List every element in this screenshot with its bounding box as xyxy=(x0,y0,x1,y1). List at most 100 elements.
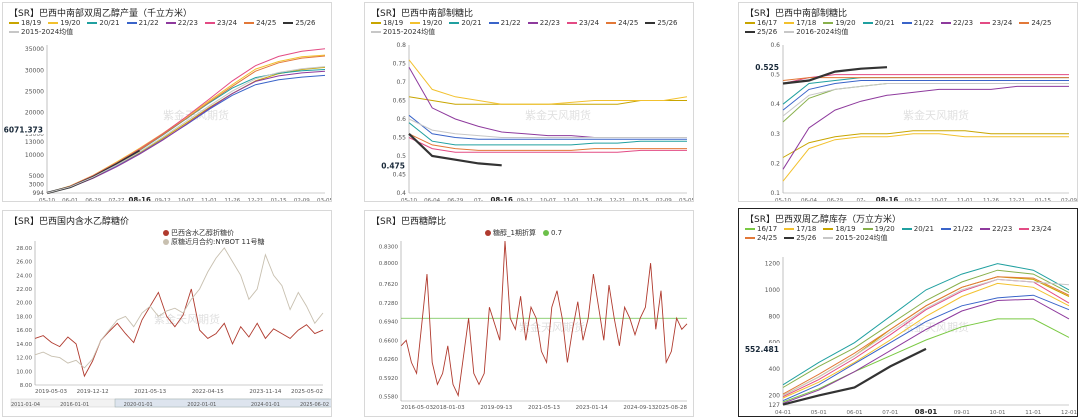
series-line xyxy=(782,74,1069,84)
annotation-box xyxy=(750,61,782,73)
legend-swatch xyxy=(165,22,176,24)
chart-title: 【SR】巴西中南部制糖比 xyxy=(745,9,847,19)
legend-label: 19/20 xyxy=(422,19,443,27)
legend-item: 20/21 xyxy=(449,19,482,28)
legend-swatch xyxy=(823,237,834,239)
navigator-window xyxy=(114,398,331,408)
legend-label: 20/21 xyxy=(461,19,482,27)
series-line xyxy=(782,298,1070,404)
x-tick-label: 06-04 xyxy=(424,198,440,202)
legend-label: 20/21 xyxy=(99,19,120,27)
series-line xyxy=(782,83,1069,117)
x-tick-label: 09-12 xyxy=(517,198,533,202)
x-tick-label: 06-04 xyxy=(801,198,817,202)
legend-label: 19/20 xyxy=(60,19,81,27)
legend-swatch xyxy=(940,22,951,24)
series-group xyxy=(782,66,1069,182)
series-line xyxy=(782,66,888,85)
y-tick-label: 0.4 xyxy=(770,101,780,108)
y-tick-label: 8.00 xyxy=(20,383,33,389)
legend-item: 24/25 xyxy=(745,234,777,243)
y-tick-label: 0.1 xyxy=(770,190,780,197)
series-line xyxy=(408,66,687,138)
x-tick-label: 01-15 xyxy=(1035,198,1051,202)
y-tick-label: 20.00 xyxy=(16,301,32,307)
legend-swatch xyxy=(488,22,499,24)
legend-swatch xyxy=(9,31,19,33)
legend-item: 19/20 xyxy=(410,19,442,28)
chart-legend: 16/17 17/18 19/20 20/21 21/22 22/23 23/24 24/25… xyxy=(745,19,1073,41)
chart-panel-ethanol-inventory: 【SR】巴西双周乙醇库存（万立方米） 16/17 17/18 18/19 19/20 2… xyxy=(738,208,1078,417)
y-tick-label: 0.5 xyxy=(396,153,406,160)
x-tick-label: 10-01 xyxy=(990,410,1006,416)
watermark: 紫金天风期货 xyxy=(154,312,220,326)
legend-item: 23/24 xyxy=(204,19,237,28)
series-line xyxy=(46,66,326,194)
legend-label: 21/22 xyxy=(913,19,934,27)
legend-item: 22/23 xyxy=(940,19,973,28)
legend-label: 24/25 xyxy=(1031,19,1052,27)
series-line xyxy=(782,80,1069,111)
x-tick-label: 06-29 xyxy=(447,198,463,202)
legend-item: 23/24 xyxy=(566,19,599,28)
chart-title: 【SR】巴西中南部双周乙醇产量（千立方米） xyxy=(9,9,192,19)
series-line xyxy=(782,85,1069,170)
legend-swatch xyxy=(606,22,617,24)
legend-swatch xyxy=(542,230,549,236)
current-value-annotation: 16071.373 xyxy=(3,123,46,135)
navigator-tick-label: 2020-01-01 xyxy=(124,402,153,408)
legend-item: 原糖近月合约:NYBOT 11号糖 xyxy=(163,238,264,247)
legend-item: 2015-2024均值 xyxy=(823,234,888,243)
legend-swatch xyxy=(449,22,460,24)
series-group xyxy=(782,263,1070,406)
legend-item: 21/22 xyxy=(901,19,934,28)
legend-label: 25/26 xyxy=(295,19,316,27)
x-tick-label: 2019-05-03 xyxy=(35,389,67,395)
x-tick-label: 03-05 xyxy=(317,198,332,202)
legend-swatch xyxy=(823,228,834,230)
x-tick-label: 06-01 xyxy=(62,198,78,202)
legend-swatch xyxy=(823,22,834,24)
legend-label: 21/22 xyxy=(138,19,159,27)
y-tick-label: 0.7620 xyxy=(379,282,399,288)
y-tick-label: 12.00 xyxy=(16,356,32,362)
series-line xyxy=(782,318,1070,403)
axes: 0.5580 0.5920 0.6260 0.6600 0.6940 0.7280 0.76… xyxy=(379,241,687,411)
y-tick-label: 0.8300 xyxy=(379,245,399,251)
x-tick-label: 12-21 xyxy=(610,198,626,202)
watermark: 紫金天风期货 xyxy=(525,108,591,122)
y-tick-label: 0.3 xyxy=(770,131,780,138)
chart-plot: 0.5580 0.5920 0.6260 0.6600 0.6940 0.7280 0.76… xyxy=(379,240,688,411)
legend-label: 18/19 xyxy=(383,19,404,27)
legend-label: 22/23 xyxy=(539,19,560,27)
y-tick-label: 25000 xyxy=(25,89,44,96)
legend-label: 0.7 xyxy=(550,229,563,237)
y-tick-label: 3000 xyxy=(29,182,44,189)
x-tick-label: 11-01 xyxy=(957,198,973,202)
legend-item: 19/20 xyxy=(862,225,895,234)
y-tick-label: 1000 xyxy=(765,287,780,294)
y-tick-label: 0.7280 xyxy=(379,301,399,307)
legend-swatch xyxy=(980,228,991,230)
legend-label: 20/21 xyxy=(913,225,934,233)
y-tick-label: 14.00 xyxy=(16,342,32,348)
legend-item: 19/20 xyxy=(823,19,856,28)
x-tick-label: 12-21 xyxy=(248,198,264,202)
range-navigator: 2011-01-04 2016-01-01 2020-01-01 2022-01-01… xyxy=(10,398,331,408)
y-tick-label: 26.00 xyxy=(16,260,32,266)
legend-swatch xyxy=(745,31,755,33)
y-tick-label: 5000 xyxy=(29,173,44,180)
y-tick-label: 10.00 xyxy=(16,369,32,375)
series-line xyxy=(46,74,326,194)
x-tick-label: 2022-04-15 xyxy=(192,389,224,395)
legend-swatch xyxy=(784,237,795,239)
legend-item: 22/23 xyxy=(165,19,198,28)
series-group xyxy=(400,240,688,398)
x-tick-label: 04-01 xyxy=(775,410,791,416)
x-tick-label: 05-10 xyxy=(775,198,791,202)
navigator-tick-label: 2011-01-04 xyxy=(11,402,40,408)
legend-swatch xyxy=(862,22,873,24)
legend-label: 25/26 xyxy=(757,28,778,36)
series-line xyxy=(782,133,1069,182)
legend-label: 23/24 xyxy=(992,19,1013,27)
